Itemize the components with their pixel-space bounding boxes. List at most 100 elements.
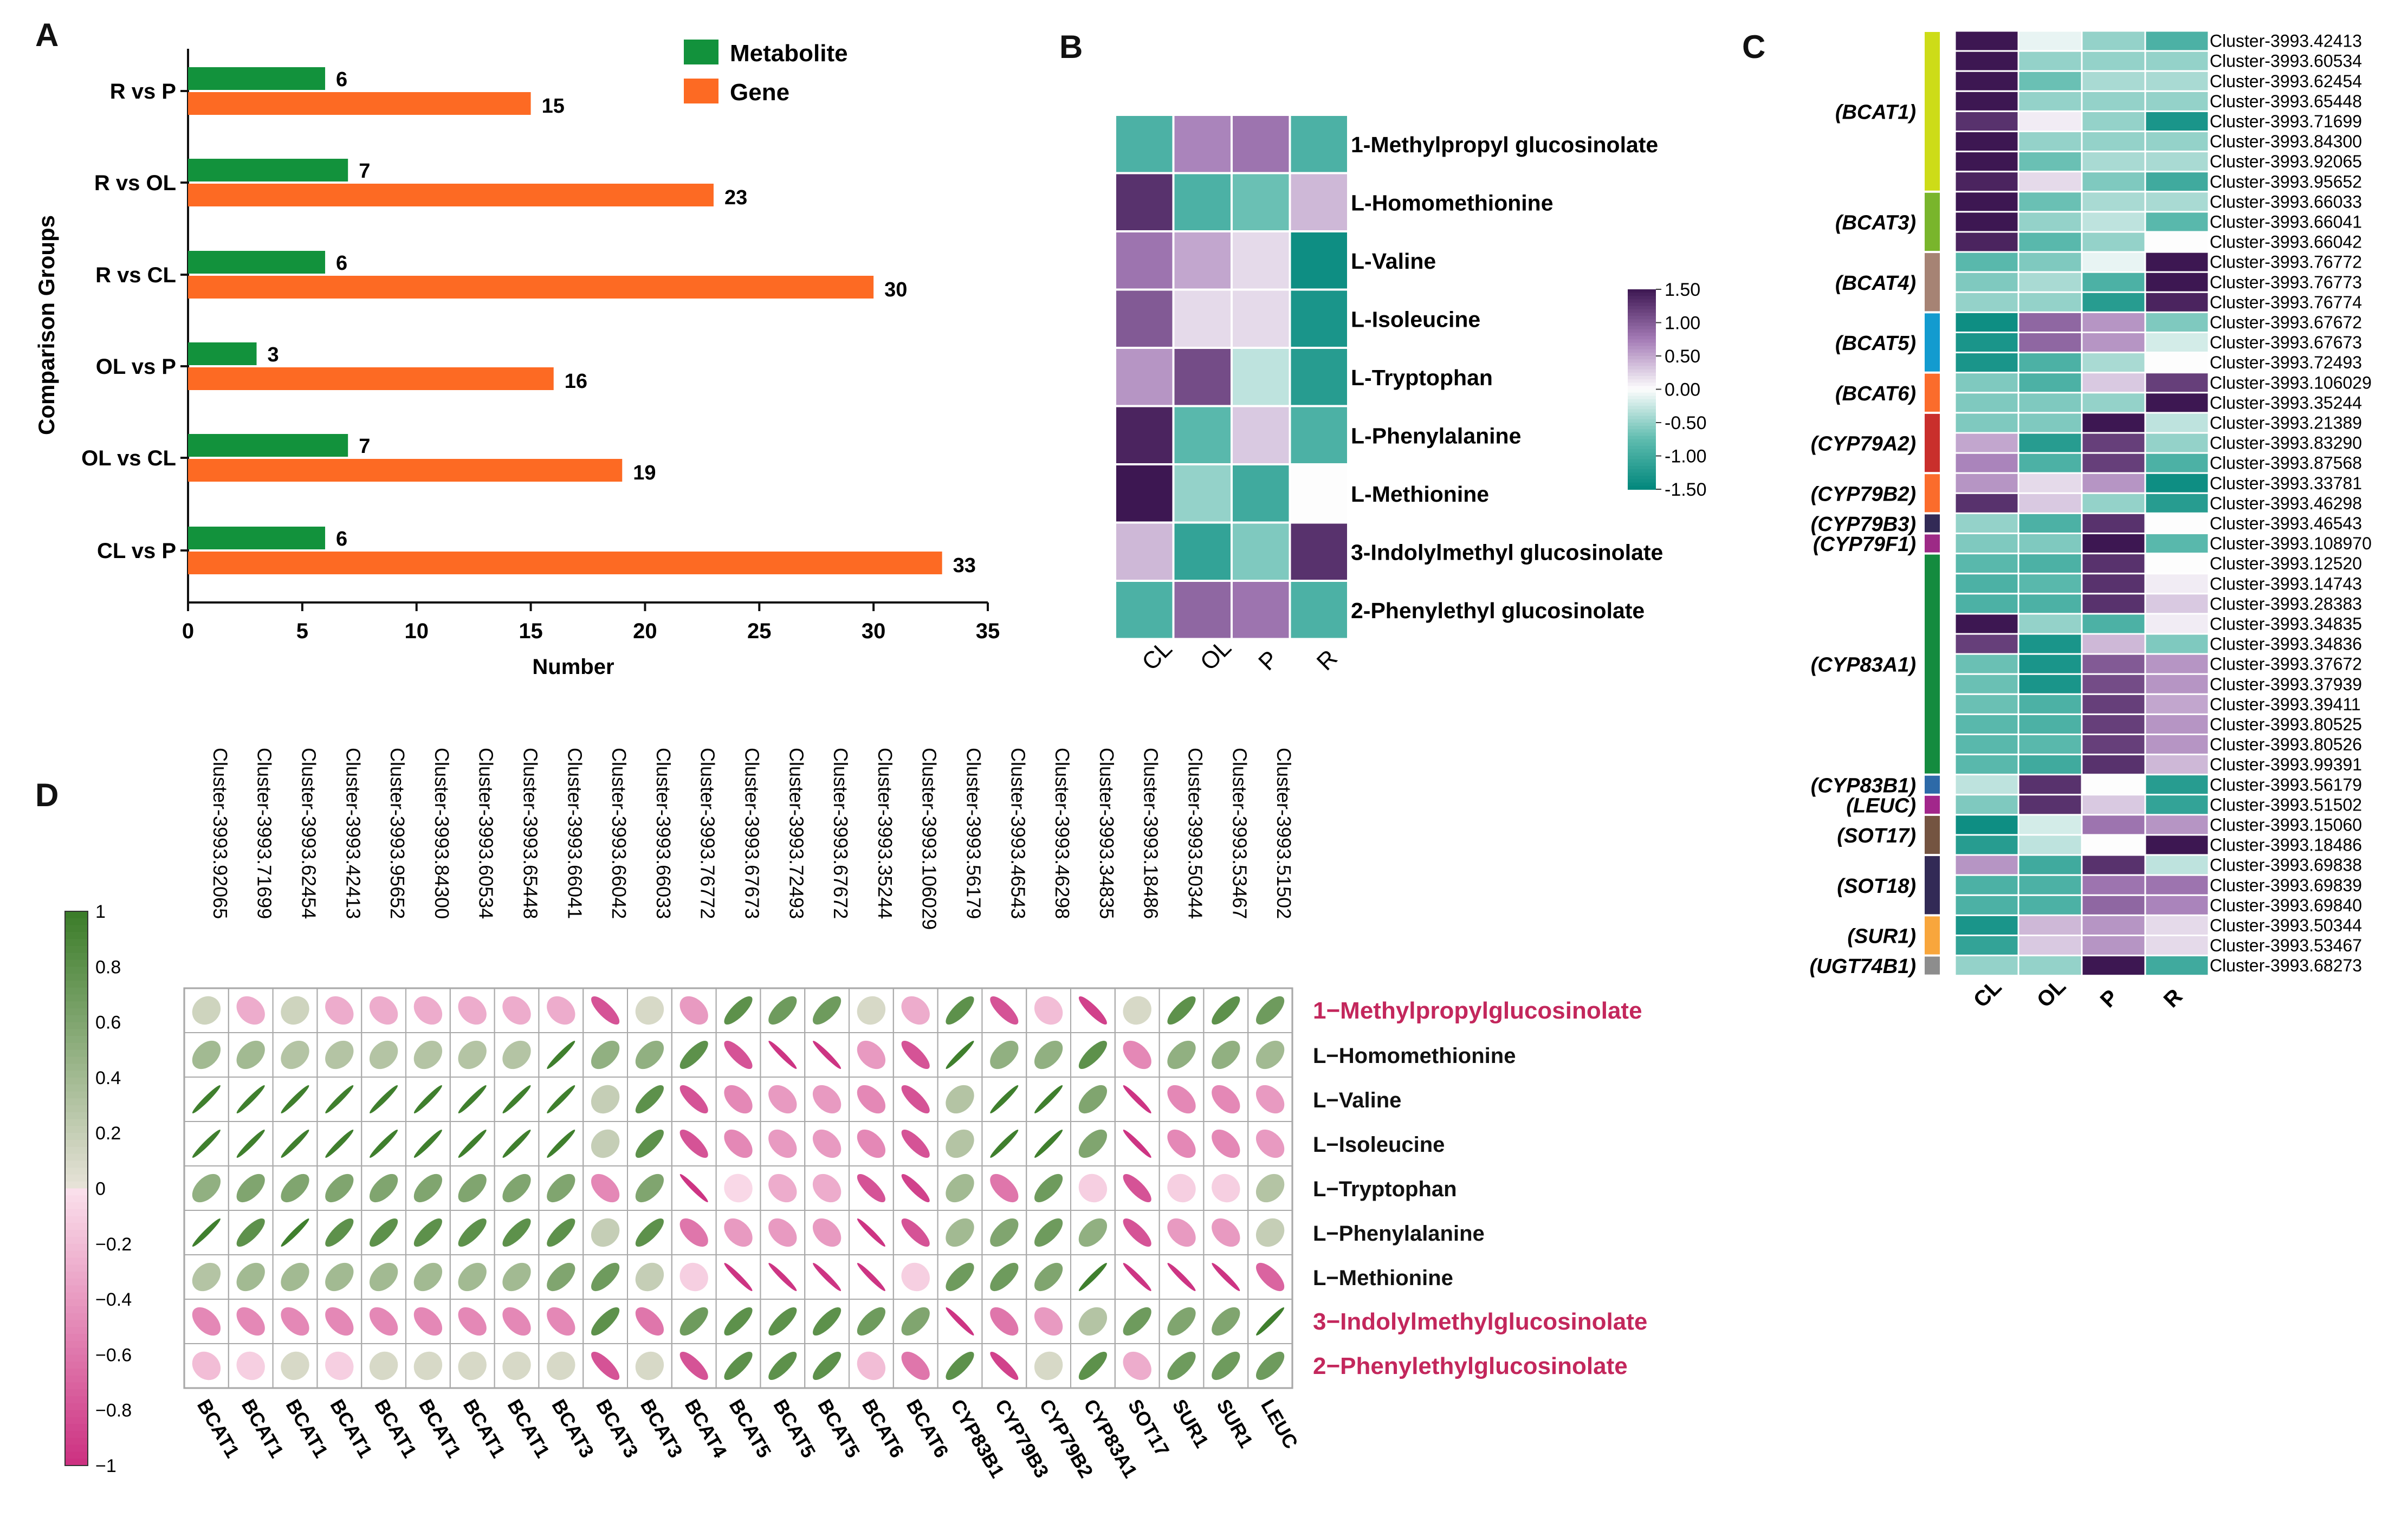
color-scale-step bbox=[65, 1340, 88, 1349]
correlation-ellipse bbox=[1123, 1174, 1151, 1203]
correlation-ellipse bbox=[281, 1174, 309, 1203]
correlation-ellipse bbox=[635, 1129, 664, 1158]
column-label: CL bbox=[1137, 636, 1177, 676]
panel-d-top-labels: Cluster-3993.92065 Cluster-3993.71699 Clus… bbox=[209, 748, 1295, 930]
correlation-ellipse bbox=[1034, 1040, 1063, 1069]
column-label-bottom: BCAT1 bbox=[282, 1396, 333, 1462]
color-scale-step bbox=[1628, 313, 1656, 317]
heatmap-cell bbox=[2144, 653, 2210, 675]
color-scale-step bbox=[65, 1362, 88, 1369]
correlation-ellipse bbox=[458, 1351, 487, 1380]
color-scale-step bbox=[1628, 429, 1656, 433]
heatmap-cell bbox=[2081, 814, 2146, 836]
row-label: Cluster-3993.34835 bbox=[2210, 614, 2362, 633]
heatmap-cell bbox=[2017, 311, 2083, 334]
gene-group-bar bbox=[1925, 253, 1940, 312]
color-scale-step bbox=[1628, 369, 1656, 373]
correlation-ellipse bbox=[1123, 1130, 1151, 1158]
correlation-ellipse bbox=[1078, 1263, 1107, 1291]
heatmap-cell bbox=[2144, 553, 2210, 575]
column-label-top: Cluster-3993.106029 bbox=[918, 748, 941, 930]
correlation-ellipse bbox=[1123, 1218, 1151, 1247]
heatmap-cell bbox=[2144, 352, 2210, 374]
color-scale-tick-label: −0.6 bbox=[95, 1345, 132, 1365]
correlation-ellipse bbox=[1212, 1174, 1240, 1203]
row-label: Cluster-3993.69840 bbox=[2210, 896, 2362, 915]
heatmap-cell bbox=[2017, 814, 2083, 836]
color-scale-tick-label: -1.50 bbox=[1665, 479, 1707, 500]
correlation-ellipse bbox=[281, 1262, 309, 1292]
heatmap-cell bbox=[2017, 573, 2083, 595]
column-label-bottom: BCAT5 bbox=[813, 1396, 864, 1462]
correlation-ellipse bbox=[679, 1085, 708, 1114]
color-scale-step bbox=[65, 1036, 88, 1043]
column-label-top: Cluster-3993.65448 bbox=[520, 748, 542, 919]
correlation-ellipse bbox=[413, 1174, 443, 1203]
heatmap-cell bbox=[2144, 774, 2210, 796]
heatmap-cell bbox=[1954, 90, 2019, 112]
color-scale-step bbox=[65, 1126, 88, 1134]
heatmap-cell bbox=[2081, 734, 2146, 756]
color-scale-tick-label: 1 bbox=[95, 902, 106, 922]
row-label: Cluster-3993.76774 bbox=[2210, 293, 2362, 312]
heatmap-cell bbox=[2017, 492, 2083, 514]
color-scale-step bbox=[1628, 399, 1656, 404]
heatmap-cell bbox=[1289, 172, 1349, 232]
correlation-ellipse bbox=[901, 1040, 930, 1069]
correlation-ellipse bbox=[502, 1040, 531, 1069]
heatmap-cell bbox=[1231, 347, 1291, 407]
color-scale-step bbox=[65, 1112, 88, 1120]
correlation-ellipse bbox=[1078, 1174, 1108, 1203]
column-label: R bbox=[1312, 645, 1343, 676]
heatmap-cell bbox=[1954, 472, 2019, 494]
heatmap-cell bbox=[1954, 794, 2019, 816]
correlation-ellipse bbox=[413, 1307, 443, 1336]
column-label-top: Cluster-3993.95652 bbox=[386, 748, 409, 919]
correlation-ellipse bbox=[236, 996, 265, 1025]
color-scale-step bbox=[1628, 485, 1656, 490]
heatmap-cell bbox=[1954, 633, 2019, 655]
correlation-ellipse bbox=[635, 1085, 664, 1114]
heatmap-cell bbox=[1954, 50, 2019, 72]
heatmap-cell bbox=[2017, 854, 2083, 876]
heatmap-cell bbox=[2017, 291, 2083, 313]
correlation-ellipse bbox=[857, 1174, 885, 1203]
correlation-ellipse bbox=[192, 1174, 221, 1203]
correlation-ellipse bbox=[413, 1085, 442, 1113]
heatmap-cell bbox=[2144, 613, 2210, 635]
correlation-ellipse bbox=[679, 1174, 708, 1202]
heatmap-cell bbox=[1954, 412, 2019, 434]
data-label-gene: 23 bbox=[724, 186, 747, 209]
heatmap-cell bbox=[2144, 834, 2210, 856]
data-label-metabolite: 6 bbox=[336, 528, 347, 550]
column-label-top: Cluster-3993.18486 bbox=[1140, 748, 1162, 919]
row-label: Cluster-3993.37672 bbox=[2210, 654, 2362, 674]
column-label-top: Cluster-3993.66041 bbox=[564, 748, 586, 919]
heatmap-cell bbox=[2017, 512, 2083, 535]
heatmap-cell bbox=[2017, 251, 2083, 273]
heatmap-cell bbox=[2081, 492, 2146, 514]
correlation-ellipse bbox=[1167, 1174, 1196, 1203]
correlation-ellipse bbox=[281, 1085, 309, 1113]
row-label: 3−Indolylmethylglucosinolate bbox=[1313, 1308, 1647, 1335]
column-label: OL bbox=[2032, 974, 2070, 1012]
color-scale-step bbox=[65, 1265, 88, 1272]
heatmap-cell bbox=[2144, 533, 2210, 555]
heatmap-cell bbox=[2144, 935, 2210, 957]
row-label: Cluster-3993.108970 bbox=[2210, 534, 2372, 553]
correlation-ellipse bbox=[458, 1307, 487, 1336]
correlation-ellipse bbox=[458, 1085, 487, 1113]
correlation-ellipse bbox=[1034, 1262, 1063, 1292]
heatmap-cell bbox=[2144, 231, 2210, 253]
heatmap-cell bbox=[2144, 814, 2210, 836]
correlation-ellipse bbox=[502, 1307, 531, 1336]
heatmap-cell bbox=[2017, 894, 2083, 916]
heatmap-cell bbox=[1172, 172, 1233, 232]
heatmap-cell bbox=[2017, 914, 2083, 937]
color-scale-step bbox=[65, 1327, 88, 1335]
correlation-ellipse bbox=[192, 1218, 221, 1247]
correlation-ellipse bbox=[370, 1130, 398, 1158]
color-scale-step bbox=[65, 1042, 88, 1051]
heatmap-cell bbox=[2081, 30, 2146, 52]
